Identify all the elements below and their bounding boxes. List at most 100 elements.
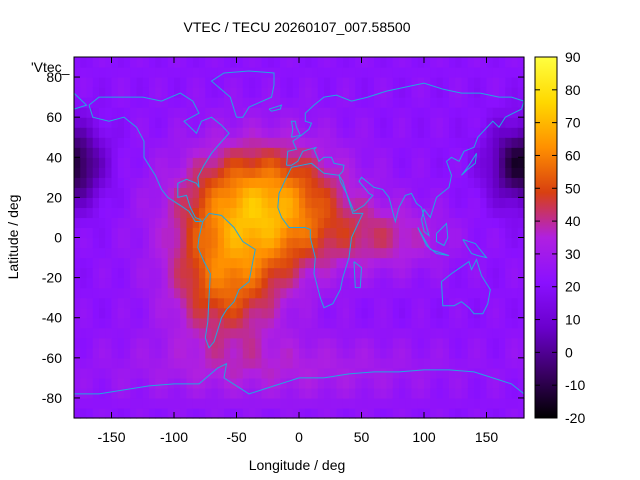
heatmap-cell (330, 407, 338, 419)
heatmap-cell (130, 397, 138, 409)
heatmap-cell (280, 367, 288, 379)
heatmap-cell (474, 227, 481, 239)
heatmap-cell (105, 147, 113, 158)
heatmap-cell (124, 157, 131, 168)
heatmap-cell (505, 297, 513, 309)
heatmap-cell (155, 347, 163, 359)
heatmap-cell (280, 107, 288, 118)
heatmap-cell (111, 187, 119, 198)
heatmap-cell (105, 317, 113, 329)
heatmap-cell (105, 67, 113, 78)
heatmap-cell (80, 157, 88, 168)
colorbar-tick-label: 50 (565, 180, 581, 196)
heatmap-cell (442, 127, 450, 138)
heatmap-cell (361, 367, 369, 379)
heatmap-cell (424, 257, 431, 269)
heatmap-cell (299, 217, 306, 229)
heatmap-cell (174, 287, 181, 299)
heatmap-cell (505, 227, 513, 239)
heatmap-cell (186, 257, 194, 269)
heatmap-cell (230, 367, 238, 379)
heatmap-cell (430, 127, 438, 138)
heatmap-cell (480, 147, 488, 158)
heatmap-cell (511, 217, 519, 229)
heatmap-cell (224, 187, 231, 198)
heatmap-cell (336, 327, 344, 339)
heatmap-cell (74, 377, 81, 389)
heatmap-cell (230, 87, 238, 98)
heatmap-cell (424, 87, 431, 98)
heatmap-cell (299, 227, 306, 239)
heatmap-cell (174, 107, 181, 118)
heatmap-cell (461, 307, 469, 319)
heatmap-cell (130, 67, 138, 78)
heatmap-cell (274, 67, 281, 78)
heatmap-cell (367, 57, 375, 68)
heatmap-cell (180, 317, 188, 329)
heatmap-cell (274, 207, 281, 219)
heatmap-cell (380, 77, 388, 88)
heatmap-cell (261, 337, 269, 349)
heatmap-cell (417, 117, 425, 128)
heatmap-cell (111, 137, 119, 148)
heatmap-cell (286, 167, 294, 178)
heatmap-cell (236, 117, 244, 128)
heatmap-cell (92, 297, 100, 309)
heatmap-cell (186, 277, 194, 289)
heatmap-cell (74, 87, 81, 98)
heatmap-cell (192, 277, 200, 289)
heatmap-cell (305, 367, 313, 379)
heatmap-cell (242, 307, 250, 319)
heatmap-cell (467, 367, 475, 379)
heatmap-cell (430, 67, 438, 78)
heatmap-cell (474, 377, 481, 389)
heatmap-cell (99, 127, 106, 138)
heatmap-cell (286, 187, 294, 198)
heatmap-cell (117, 77, 125, 88)
heatmap-cell (299, 137, 306, 148)
heatmap-cell (167, 117, 175, 128)
heatmap-cell (205, 67, 213, 78)
heatmap-cell (461, 117, 469, 128)
heatmap-cell (192, 97, 200, 108)
heatmap-cell (192, 347, 200, 359)
heatmap-cell (336, 207, 344, 219)
heatmap-cell (386, 377, 394, 389)
heatmap-cell (180, 287, 188, 299)
heatmap-cell (449, 287, 456, 299)
heatmap-cell (280, 297, 288, 309)
heatmap-cell (486, 397, 494, 409)
heatmap-cell (430, 147, 438, 158)
heatmap-cell (486, 347, 494, 359)
heatmap-cell (242, 317, 250, 329)
heatmap-cell (280, 327, 288, 339)
heatmap-cell (442, 97, 450, 108)
heatmap-cell (186, 77, 194, 88)
heatmap-cell (80, 407, 88, 419)
heatmap-cell (267, 107, 275, 118)
heatmap-cell (124, 347, 131, 359)
heatmap-cell (242, 167, 250, 178)
heatmap-cell (280, 97, 288, 108)
heatmap-cell (324, 227, 331, 239)
heatmap-cell (467, 147, 475, 158)
heatmap-cell (324, 377, 331, 389)
heatmap-cell (124, 177, 131, 188)
heatmap-cell (249, 197, 256, 209)
heatmap-cell (292, 357, 300, 369)
heatmap-cell (486, 167, 494, 178)
heatmap-cell (124, 287, 131, 299)
heatmap-cell (167, 407, 175, 419)
heatmap-cell (261, 387, 269, 399)
heatmap-cell (517, 197, 525, 209)
heatmap-cell (492, 337, 500, 349)
heatmap-cell (274, 167, 281, 178)
heatmap-cell (299, 167, 306, 178)
heatmap-cell (217, 67, 225, 78)
heatmap-cell (155, 187, 163, 198)
colorbar-tick-label: 10 (565, 312, 581, 328)
heatmap-cell (117, 87, 125, 98)
heatmap-cell (474, 127, 481, 138)
heatmap-cell (430, 277, 438, 289)
heatmap-cell (286, 137, 294, 148)
